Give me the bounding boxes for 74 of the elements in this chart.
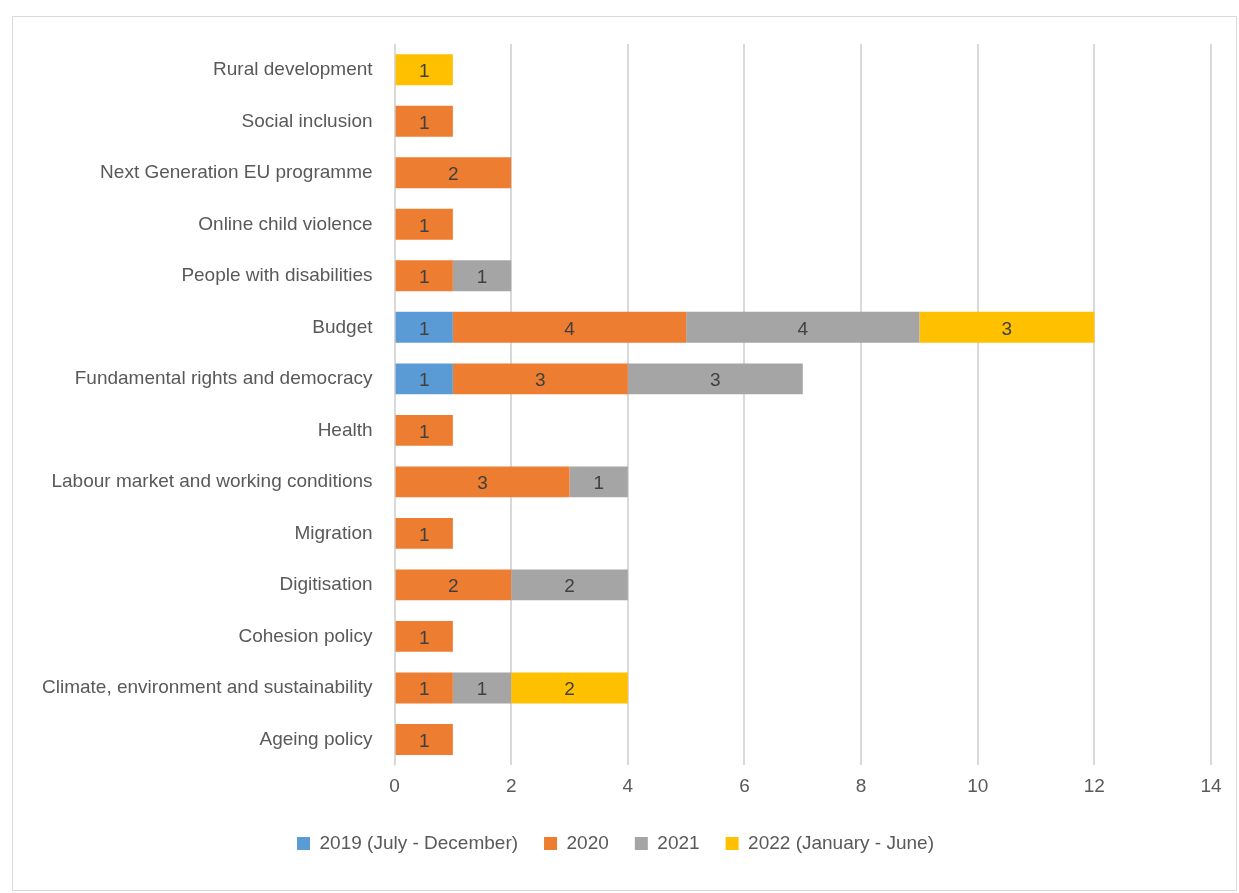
data-label: 1 (418, 729, 430, 751)
data-label: 4 (564, 317, 576, 339)
data-label: 1 (476, 678, 488, 700)
bar (395, 54, 453, 86)
bar (395, 414, 453, 446)
legend-label: 2020 (566, 831, 609, 853)
bar (395, 105, 453, 137)
data-label: 2 (448, 575, 459, 597)
bar (452, 311, 687, 343)
y-tick-label: Ageing policy (259, 727, 374, 749)
x-tick-label: 2 (505, 774, 517, 796)
y-tick-label: Labour market and working conditions (51, 470, 373, 492)
bar (511, 569, 628, 601)
x-tick-label: 10 (967, 774, 989, 796)
x-tick-label: 4 (622, 774, 634, 796)
bar (395, 208, 453, 240)
bar (395, 569, 512, 601)
bar (627, 363, 803, 395)
bar (395, 363, 453, 395)
data-label: 2 (448, 163, 459, 185)
x-tick-label: 6 (739, 774, 750, 796)
y-tick-label: Online child violence (198, 212, 373, 234)
bar (395, 620, 453, 652)
bar (452, 363, 628, 395)
bar (395, 311, 453, 343)
data-label: 1 (418, 214, 430, 236)
y-tick-label: Social inclusion (241, 109, 373, 131)
y-tick-label: Rural development (213, 57, 374, 79)
data-label: 3 (477, 472, 488, 494)
y-tick-label: Climate, environment and sustainability (41, 676, 374, 698)
data-label: 1 (418, 266, 430, 288)
bar (686, 311, 920, 343)
legend-label: 2019 (July - December) (319, 831, 519, 853)
bar (395, 672, 453, 704)
data-label: 1 (418, 369, 430, 391)
data-label: 3 (535, 369, 546, 391)
y-tick-label: Health (317, 418, 373, 440)
data-label: 4 (797, 317, 809, 339)
y-tick-label: Digitisation (279, 573, 373, 595)
data-label: 2 (564, 678, 575, 700)
data-label: 1 (418, 420, 430, 442)
x-tick-label: 14 (1200, 774, 1222, 796)
y-tick-label: Fundamental rights and democracy (74, 367, 374, 389)
bar (919, 311, 1095, 343)
data-label: 1 (476, 266, 488, 288)
bar (395, 466, 570, 498)
data-label: 1 (418, 317, 430, 339)
y-tick-label: People with disabilities (181, 264, 373, 286)
x-tick-label: 12 (1083, 774, 1105, 796)
data-label: 3 (710, 369, 721, 391)
data-label: 3 (1001, 317, 1013, 339)
bar (452, 672, 512, 704)
data-label: 1 (418, 626, 430, 648)
data-label: 1 (418, 111, 430, 133)
data-label: 1 (418, 678, 430, 700)
bar (511, 672, 628, 704)
legend-label: 2022 (January - June) (748, 831, 934, 853)
y-tick-label: Budget (312, 315, 374, 337)
data-label: 1 (593, 472, 604, 494)
bar (569, 466, 628, 498)
y-tick-label: Cohesion policy (238, 624, 374, 646)
x-tick-label: 8 (855, 774, 867, 796)
bar (452, 260, 512, 292)
x-tick-label: 0 (389, 774, 400, 796)
data-label: 2 (564, 575, 575, 597)
legend-label: 2021 (657, 831, 700, 853)
bar (395, 157, 512, 189)
y-tick-label: Migration (294, 521, 373, 543)
data-label: 1 (418, 59, 430, 81)
y-tick-label: Next Generation EU programme (100, 161, 373, 183)
bar (395, 260, 453, 292)
data-label: 1 (418, 523, 430, 545)
bar (395, 517, 453, 549)
bar (395, 723, 453, 755)
